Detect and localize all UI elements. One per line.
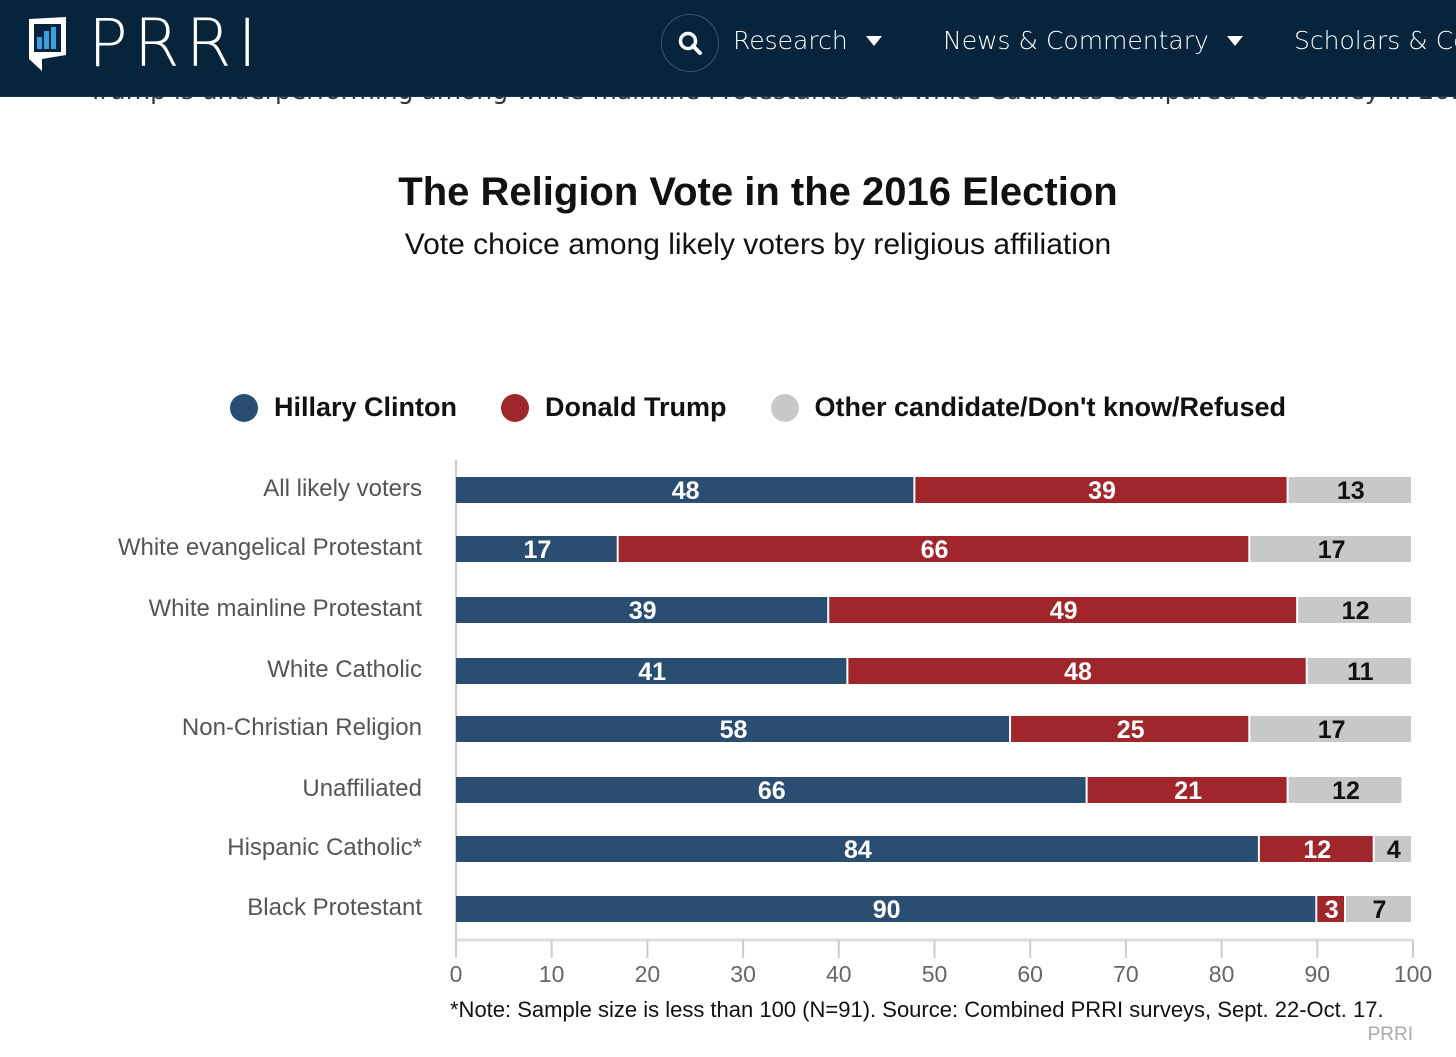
bar-segment [1317, 896, 1345, 922]
bar-segment [1250, 716, 1411, 742]
bar-segment [1298, 597, 1411, 623]
data-label: 12 [1332, 777, 1360, 805]
nav-label: News & Commentary [943, 26, 1209, 55]
bar-segment [848, 658, 1306, 684]
prri-logo-icon [29, 17, 66, 71]
search-icon [678, 31, 702, 55]
x-tick-label: 0 [450, 961, 463, 987]
data-label: 48 [1064, 658, 1092, 686]
data-label: 13 [1337, 477, 1365, 505]
caret-down-icon [1226, 35, 1243, 46]
caret-down-icon [865, 35, 882, 46]
bar-segment [456, 777, 1086, 803]
data-label: 12 [1342, 597, 1370, 625]
legend-dot [230, 393, 258, 422]
data-label: 25 [1117, 716, 1145, 744]
bar-segment [456, 536, 617, 562]
logo-text: PRRI [88, 5, 263, 82]
x-tick-label: 50 [922, 961, 948, 987]
x-tick-label: 10 [539, 961, 565, 987]
chart-credit: PRRI [1367, 1024, 1413, 1045]
bar-segment [1346, 896, 1411, 922]
bar-segment [456, 716, 1010, 742]
nav-news-commentary[interactable]: News & Commentary [943, 26, 1243, 55]
data-label: 39 [1088, 477, 1116, 505]
nav-label: Scholars & Co [1294, 26, 1456, 55]
legend-dot [770, 393, 799, 422]
bar-segment [456, 658, 847, 684]
bar-segment [915, 477, 1287, 503]
category-label: White evangelical Protestant [117, 534, 422, 561]
data-label: 58 [720, 716, 748, 744]
category-label: White mainline Protestant [148, 595, 422, 622]
legend-item-trump: Donald Trump [501, 392, 727, 423]
category-label: All likely voters [263, 475, 422, 502]
data-label: 11 [1347, 658, 1374, 686]
legend-dot [501, 393, 530, 422]
bar-segment [829, 597, 1297, 623]
bar-segment [1374, 836, 1411, 862]
data-label: 66 [921, 536, 949, 564]
legend-item-other: Other candidate/Don't know/Refused [770, 392, 1286, 423]
search-button[interactable] [661, 14, 719, 72]
data-label: 7 [1373, 896, 1387, 924]
data-label: 39 [629, 597, 657, 625]
prri-logo[interactable]: PRRI [26, 5, 263, 82]
bar-segment [618, 536, 1249, 562]
x-tick-label: 70 [1113, 961, 1139, 987]
legend-item-clinton: Hillary Clinton [230, 392, 457, 423]
x-tick-label: 20 [635, 961, 661, 987]
bar-segment [1288, 777, 1402, 803]
x-tick-label: 40 [826, 961, 852, 987]
data-label: 12 [1303, 836, 1331, 864]
data-label: 49 [1050, 597, 1078, 625]
data-label: 4 [1387, 836, 1401, 864]
category-label: Black Protestant [247, 894, 422, 921]
category-label: Non-Christian Religion [181, 714, 422, 741]
data-label: 17 [523, 536, 551, 564]
nav-scholars[interactable]: Scholars & Co [1294, 26, 1456, 55]
data-label: 90 [873, 896, 901, 924]
x-tick-label: 30 [730, 961, 756, 987]
x-tick-label: 100 [1394, 961, 1432, 987]
chart-subtitle: Vote choice among likely voters by relig… [404, 228, 1112, 261]
nav-label: Research [733, 26, 848, 55]
x-tick-label: 60 [1017, 961, 1043, 987]
bar-segment [456, 477, 914, 503]
chart-legend: Hillary Clinton Donald Trump Other candi… [230, 392, 1330, 423]
data-label: 41 [638, 658, 666, 686]
category-label: Hispanic Catholic* [227, 834, 422, 861]
nav-research[interactable]: Research [733, 26, 882, 55]
bar-segment [1011, 716, 1249, 742]
bar-segment [1087, 777, 1287, 803]
legend-label: Other candidate/Don't know/Refused [814, 392, 1286, 422]
bar-segment [456, 896, 1316, 922]
data-label: 84 [844, 836, 872, 864]
data-label: 17 [1318, 536, 1346, 564]
bar-segment [1250, 536, 1411, 562]
bar-segment [1288, 477, 1411, 503]
site-header: PRRI Research News & Commentary Scholars… [0, 0, 1456, 97]
data-label: 3 [1325, 896, 1339, 924]
category-label: White Catholic [267, 656, 422, 683]
bar-segment [1259, 836, 1373, 862]
bar-segment [456, 836, 1258, 862]
chart-title: The Religion Vote in the 2016 Election [398, 170, 1118, 214]
data-label: 17 [1318, 716, 1346, 744]
x-tick-label: 80 [1209, 961, 1235, 987]
chart-note: *Note: Sample size is less than 100 (N=9… [450, 997, 1384, 1022]
legend-label: Donald Trump [545, 392, 727, 422]
data-label: 66 [758, 777, 786, 805]
data-label: 21 [1174, 777, 1202, 805]
x-tick-label: 90 [1305, 961, 1331, 987]
bar-segment [456, 597, 828, 623]
data-label: 48 [672, 477, 700, 505]
legend-label: Hillary Clinton [274, 392, 458, 422]
category-label: Unaffiliated [302, 775, 422, 802]
bar-segment [1307, 658, 1411, 684]
